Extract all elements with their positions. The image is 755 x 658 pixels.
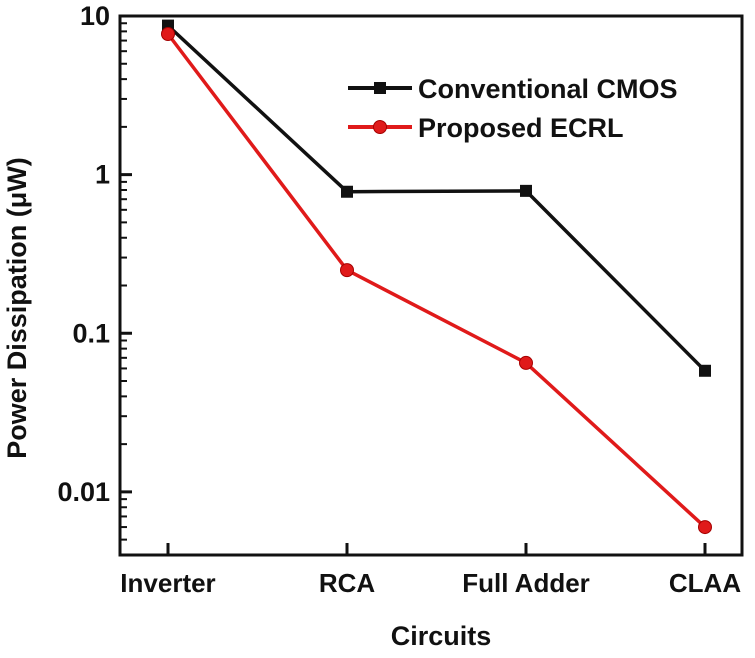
x-tick-label: CLAA	[669, 568, 741, 598]
legend-marker-conventional-cmos	[374, 82, 386, 94]
legend: Conventional CMOS Proposed ECRL	[348, 74, 678, 143]
x-tick-label: RCA	[319, 568, 376, 598]
data-point-conventional-cmos	[341, 185, 353, 198]
y-tick-label: 0.01	[57, 477, 110, 507]
x-tick-label: Full Adder	[462, 568, 590, 598]
y-tick-label: 1	[95, 160, 110, 190]
data-point-proposed-ecrl	[519, 355, 533, 370]
data-point-proposed-ecrl	[698, 520, 712, 535]
series-line-proposed-ecrl	[166, 32, 707, 529]
y-tick-label: 10	[80, 1, 110, 31]
data-point-proposed-ecrl	[340, 263, 354, 278]
legend-label-proposed-ecrl: Proposed ECRL	[418, 113, 624, 143]
series-layer	[161, 19, 712, 535]
data-point-conventional-cmos	[520, 184, 532, 197]
series-line-conventional-cmos	[166, 24, 707, 373]
y-axis-title: Power Dissipation (μW)	[2, 157, 32, 459]
y-axis: 10 1 0.1 0.01	[57, 1, 132, 556]
x-tick-label: Inverter	[120, 568, 215, 598]
data-point-conventional-cmos	[699, 364, 711, 377]
data-point-proposed-ecrl	[161, 27, 175, 42]
legend-marker-proposed-ecrl	[373, 120, 387, 134]
x-axis: Inverter RCA Full Adder CLAA	[120, 543, 741, 598]
y-tick-label: 0.1	[72, 318, 110, 348]
x-axis-title: Circuits	[391, 621, 492, 651]
legend-label-conventional-cmos: Conventional CMOS	[418, 74, 678, 104]
